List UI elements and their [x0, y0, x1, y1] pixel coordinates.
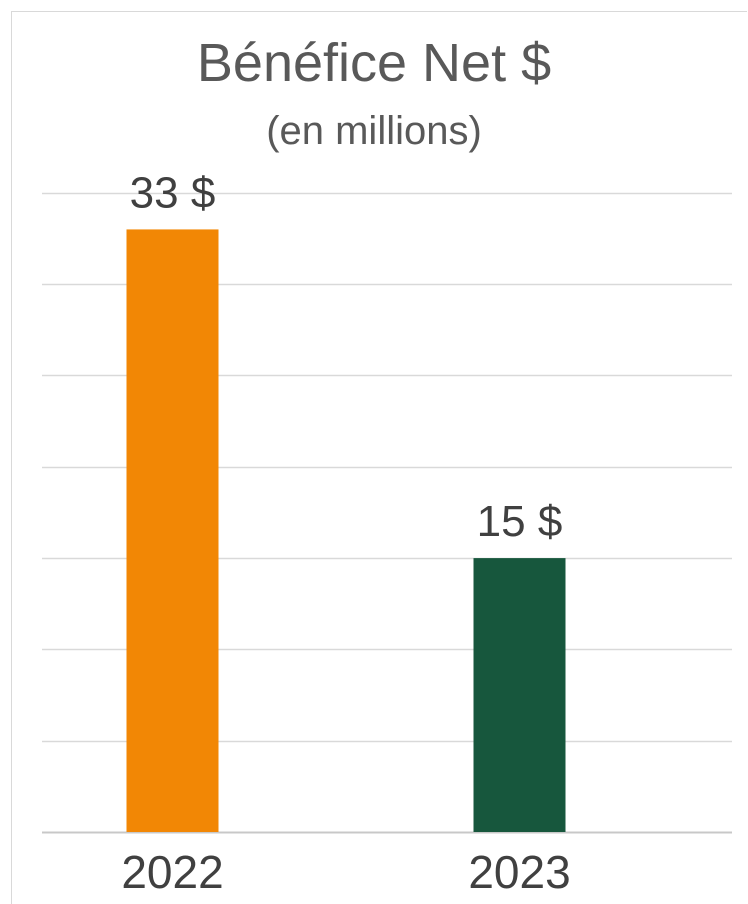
- chart-frame: [11, 11, 747, 904]
- data-label-2023: 15 $: [477, 497, 563, 546]
- x-tick-label-2023: 2023: [468, 846, 570, 898]
- data-label-2022: 33 $: [130, 168, 216, 217]
- bar-2023: [473, 558, 566, 832]
- chart-subtitle: (en millions): [266, 109, 482, 153]
- bar-2022: [126, 229, 219, 833]
- chart-title: Bénéfice Net $: [196, 33, 552, 93]
- x-tick-label-2022: 2022: [121, 846, 223, 898]
